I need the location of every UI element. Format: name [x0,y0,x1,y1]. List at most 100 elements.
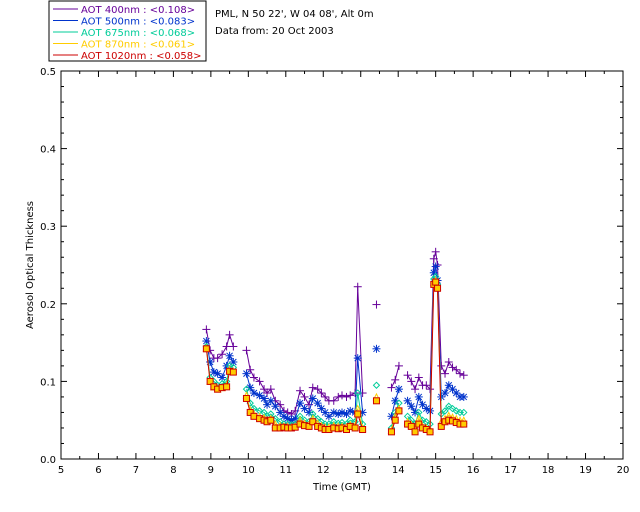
data-point-plus [407,377,416,386]
y-tick-label: 0.1 [40,377,56,388]
data-point-square [202,345,210,353]
data-point-asterisk [242,369,251,378]
data-point-square [246,408,254,416]
x-tick-label: 9 [208,465,214,476]
legend: AOT 400nm : <0.108>AOT 500nm : <0.083>AO… [48,0,207,62]
x-tick-label: 14 [392,465,405,476]
data-point-square [437,422,445,430]
data-point-plus [431,247,440,256]
data-point-asterisk [266,396,275,405]
data-point-plus [342,392,351,401]
data-point-plus [387,383,396,392]
data-point-square [372,397,380,405]
data-point-plus [202,325,211,334]
data-point-plus [222,342,231,351]
data-point-asterisk [296,399,305,408]
data-point-square [415,420,423,428]
data-point-square [267,416,275,424]
x-tick-label: 17 [504,465,517,476]
data-point-square [309,418,317,426]
data-point-asterisk [353,354,362,363]
data-point-plus [414,373,423,382]
data-point-square [411,428,419,436]
data-point-asterisk [459,392,468,401]
y-axis-label: Aerosol Optical Thickness [25,201,36,329]
data-point-square [223,383,231,391]
data-point-asterisk [441,389,450,398]
data-point-plus [411,385,420,394]
data-point-plus [225,330,234,339]
data-point-diamond [296,412,304,421]
data-point-diamond [309,410,317,418]
data-point-square [426,428,434,436]
data-point-asterisk [403,396,412,405]
data-point-asterisk [431,262,440,271]
x-tick-label: 15 [429,465,442,476]
x-tick-label: 13 [354,465,367,476]
x-tick-label: 6 [95,465,101,476]
data-point-plus [441,369,450,378]
data-point-plus [353,282,362,291]
data-point-plus [358,389,367,398]
data-point-plus [321,392,330,401]
y-tick-label: 0.0 [40,455,56,466]
data-point-square [242,394,250,402]
data-point-square [229,368,237,376]
y-tick-label: 0.3 [40,222,56,233]
x-tick-label: 16 [467,465,480,476]
data-point-plus [437,361,446,370]
data-point-plus [255,377,264,386]
y-tick-label: 0.4 [40,145,56,156]
data-point-diamond [445,402,453,410]
data-point-plus [444,358,453,366]
data-point-square [359,426,367,434]
data-point-plus [266,385,275,394]
data-point-plus [403,371,412,380]
x-tick-label: 10 [242,465,255,476]
data-point-square [434,284,442,292]
data-point-diamond [313,414,322,423]
x-tick-label: 18 [542,465,555,476]
data-point-plus [249,373,258,382]
data-point-asterisk [313,399,322,408]
legend-box [48,0,207,62]
y-tick-label: 0.5 [40,67,56,78]
data-point-plus [317,389,326,398]
data-point-plus [372,300,381,309]
data-point-plus [329,396,338,405]
data-point-square [407,422,415,430]
x-tick-label: 11 [279,465,292,476]
data-point-asterisk [260,394,269,403]
data-point-square [387,428,395,436]
series-1 [202,247,468,418]
x-tick-label: 8 [170,465,176,476]
data-point-asterisk [324,412,333,421]
data-point-plus [391,375,400,384]
data-point-plus [452,365,461,374]
data-point-plus [213,354,222,363]
data-point-asterisk [271,402,280,411]
x-tick-label: 5 [58,465,64,476]
legend-label: AOT 675nm : <0.068> [81,28,195,39]
data-point-plus [308,383,317,392]
data-point-plus [313,385,322,394]
data-point-plus [242,346,251,355]
data-point-plus [218,350,227,359]
data-point-square [305,422,313,430]
data-point-square [432,278,440,286]
y-tick-label: 0.2 [40,300,56,311]
data-point-square [206,377,214,385]
data-point-asterisk [444,381,453,390]
data-point-plus [422,381,431,390]
data-point-asterisk [411,408,420,417]
data-point-square [250,412,258,420]
plot-frame [60,70,624,460]
data-point-diamond [452,407,460,415]
data-point-plus [338,391,346,400]
legend-label: AOT 870nm : <0.061> [81,40,195,51]
data-point-asterisk [407,402,416,411]
station-info: PML, N 50 22', W 04 08', Alt 0m [215,9,374,20]
legend-label: AOT 1020nm : <0.058> [81,51,201,62]
data-point-plus [305,400,314,409]
